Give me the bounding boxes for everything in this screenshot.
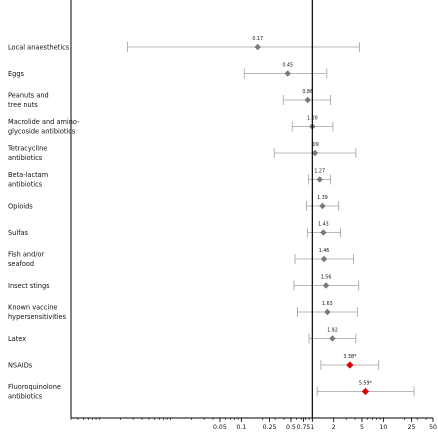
estimate-label: 1.63 (322, 301, 333, 307)
category-label: Latex (8, 335, 26, 343)
x-tick-label: 50 (429, 424, 437, 431)
category-label: Eggs (8, 70, 25, 78)
estimate-label: 1.56 (321, 275, 332, 281)
category-label: Local anaesthetics (8, 43, 70, 51)
category-label: Insect stings (8, 282, 50, 290)
estimate-marker (284, 70, 291, 77)
category-label: Opioids (8, 202, 33, 210)
estimate-marker-significant (361, 387, 370, 396)
estimate-marker-significant (346, 361, 354, 369)
x-tick-label: 0.1 (236, 424, 246, 431)
estimate-label: 1.39 (317, 195, 328, 201)
estimate-label: 1.92 (327, 328, 338, 334)
category-label: Peanuts and tree nuts (8, 92, 49, 109)
estimate-marker (304, 96, 311, 104)
estimate-marker (324, 308, 331, 316)
estimate-label: 3.38* (343, 354, 357, 360)
estimate-marker (320, 255, 328, 263)
x-tick-label: 0.75 (297, 424, 311, 431)
x-tick-label: 2 (332, 424, 336, 431)
x-tick-label: 10 (379, 424, 387, 431)
category-label: Fish and/or seafood (8, 251, 45, 268)
category-label: Tetracycline antibiotics (7, 145, 47, 162)
estimate-label: 1.27 (314, 169, 325, 175)
category-label: Macrolide and amino-glycoside antibiotic… (8, 118, 80, 135)
estimate-label: 1.46 (319, 248, 330, 254)
estimate-label: 0.86 (302, 89, 313, 95)
category-label: NSAIDs (8, 361, 33, 369)
estimate-marker (320, 229, 327, 236)
category-label: Known vaccine hypersensitivities (8, 304, 67, 321)
estimate-label: 0.45 (282, 63, 293, 69)
category-label: Beta-lactam antibiotics (8, 171, 48, 188)
estimate-marker (329, 335, 336, 342)
x-tick-label: 5 (360, 424, 364, 431)
estimate-marker (316, 176, 323, 183)
estimate-label: 5.59* (359, 381, 373, 387)
category-label: Fluoroquinolone antibiotics (8, 383, 61, 400)
x-axis-ticks: 0.05 0.1 0.25 0.5 0.75 1 2 5 10 25 50 (70, 418, 437, 431)
x-tick-label: 1 (310, 424, 314, 431)
x-tick-label: 0.05 (213, 424, 227, 431)
estimate-label: .09 (311, 142, 319, 148)
forest-rows: Local anaesthetics 0.17 Eggs 0.45 Peanuts an… (7, 36, 415, 401)
category-label: Sulfas (8, 229, 29, 237)
x-tick-label: 0.5 (286, 424, 296, 431)
x-tick-label: 25 (408, 424, 416, 431)
estimate-marker (319, 202, 326, 210)
estimate-marker (322, 282, 330, 289)
estimate-marker (311, 149, 319, 157)
x-tick-label: 0.25 (263, 424, 277, 431)
estimate-label: 0.17 (252, 36, 263, 42)
estimate-marker (254, 43, 261, 51)
estimate-label: 1.43 (318, 222, 329, 228)
